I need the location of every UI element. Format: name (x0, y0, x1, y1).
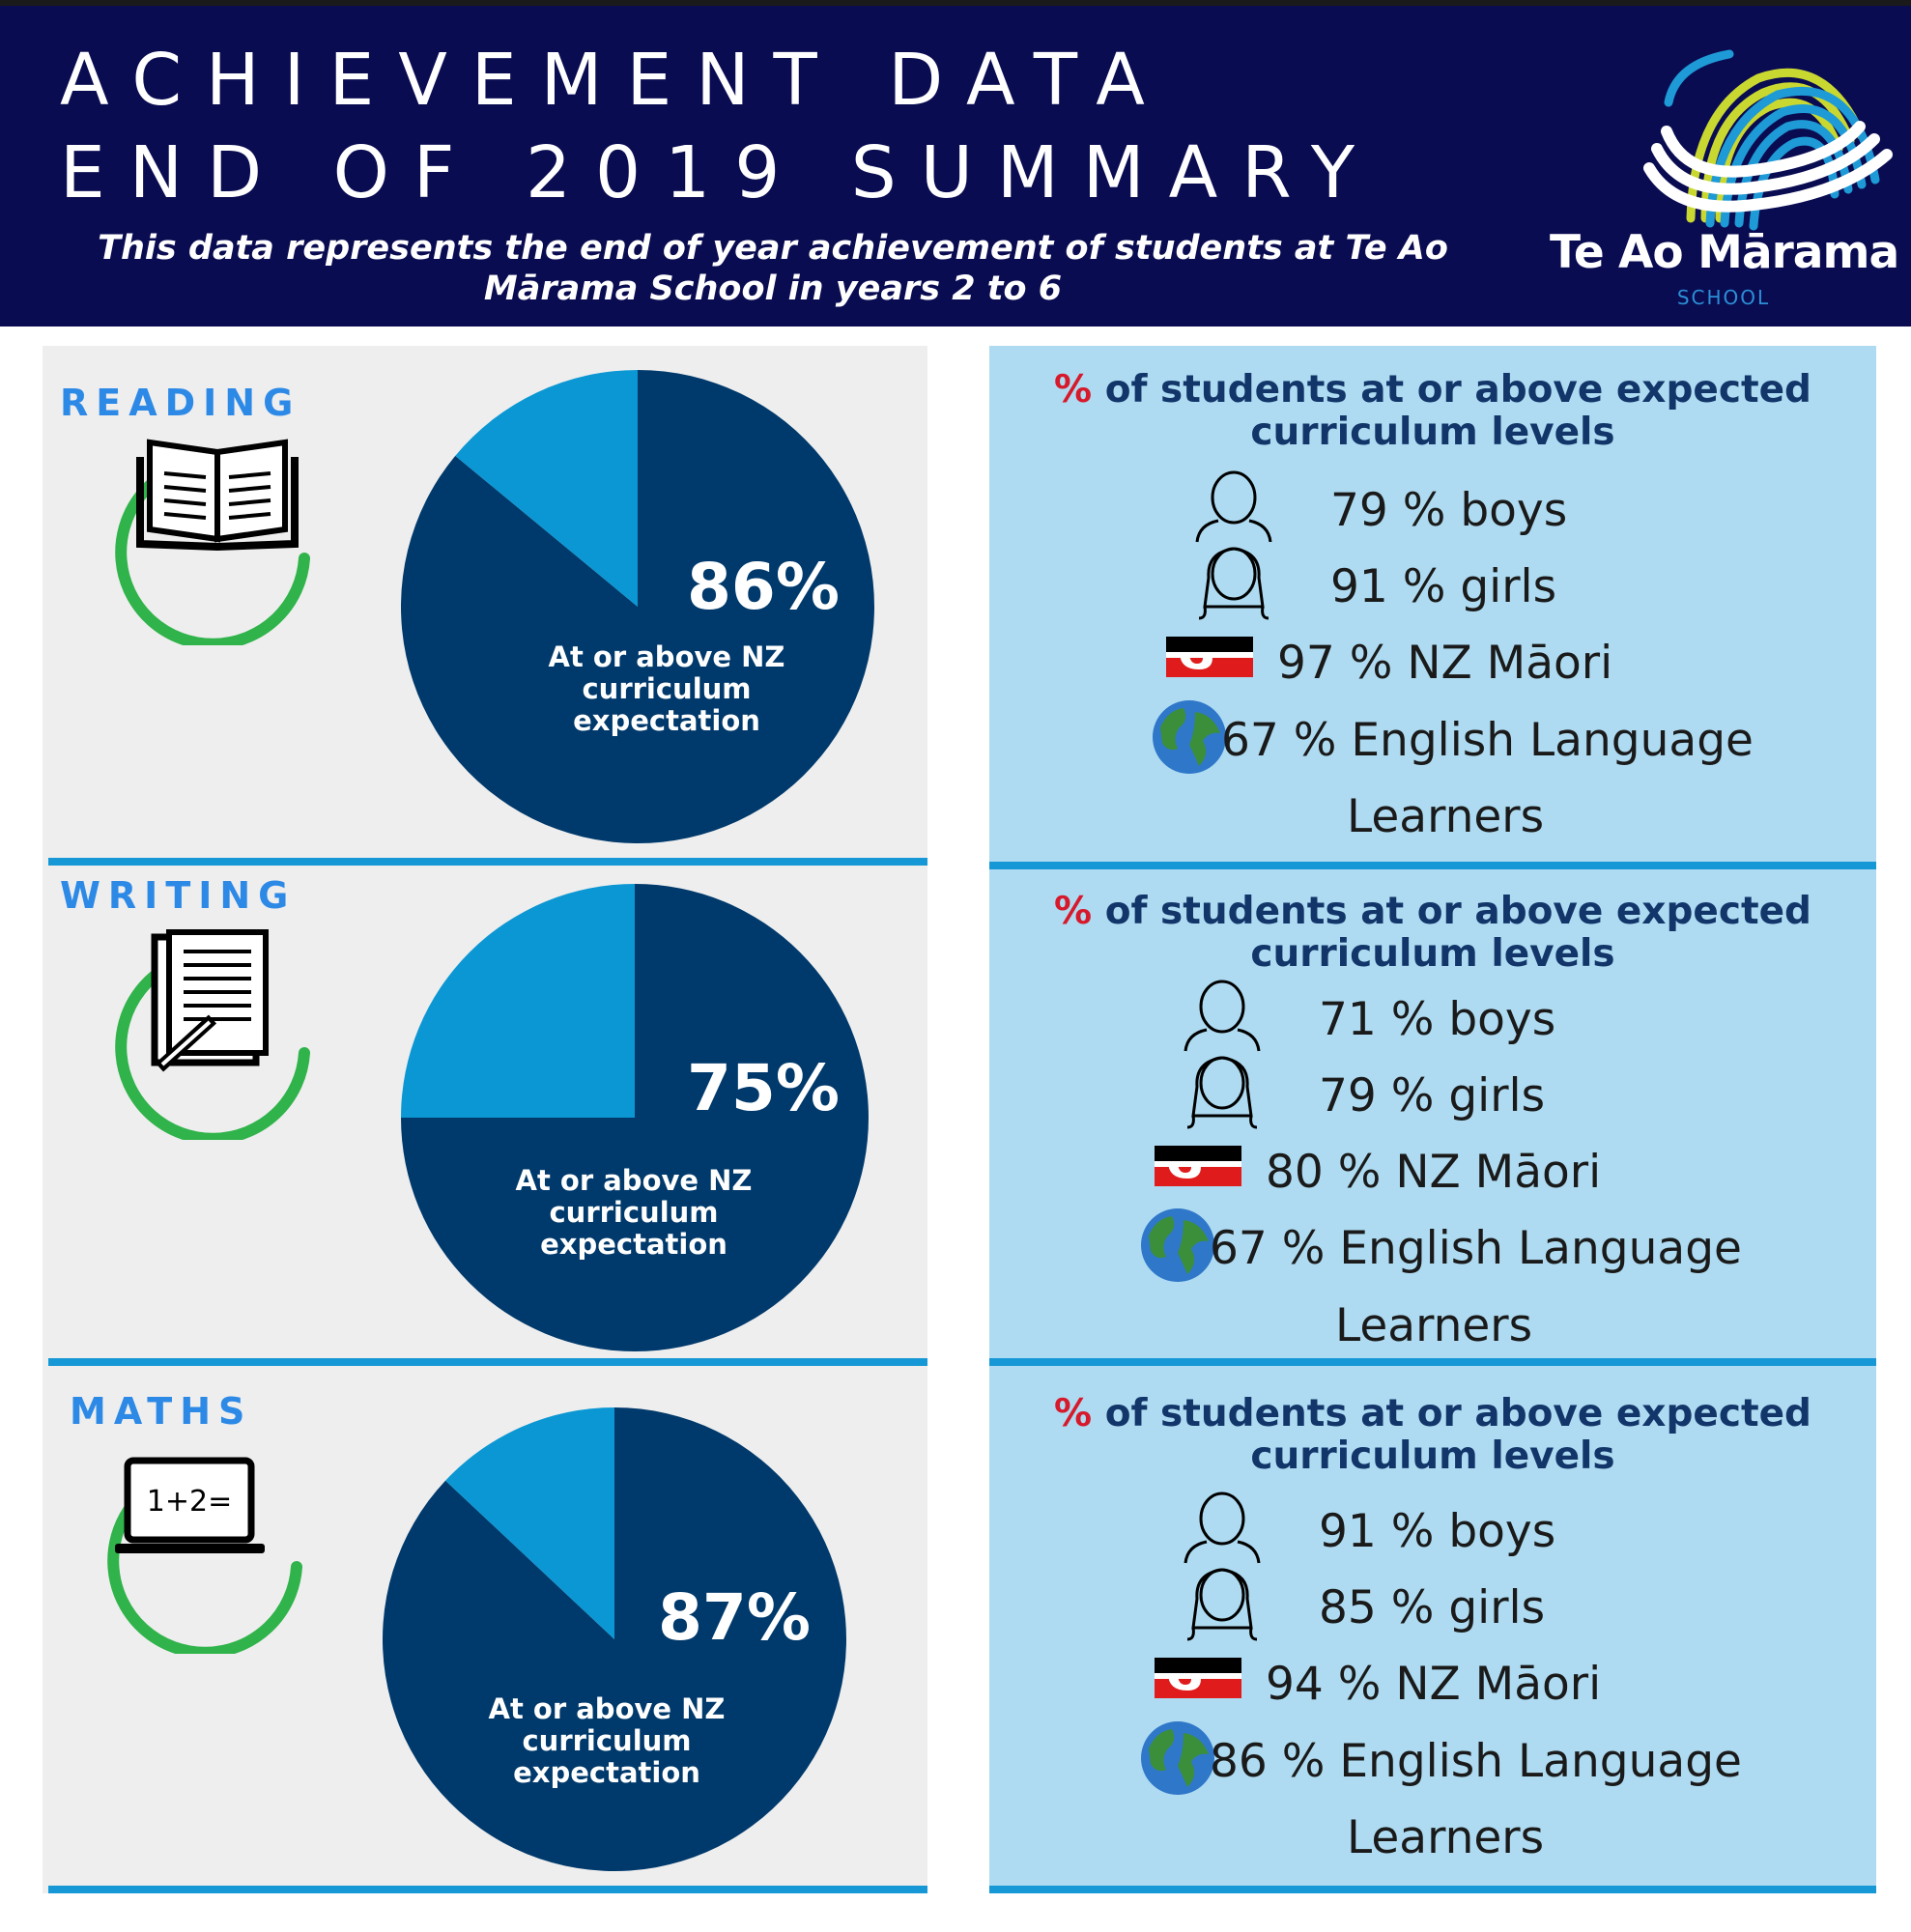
logo-name: Te Ao Mārama (1550, 226, 1899, 279)
percent-symbol: % (1054, 890, 1093, 933)
panel-divider (989, 862, 1876, 869)
open-book-icon (115, 439, 310, 645)
pie-slice-label: At or above NZ curriculum expectation (488, 1692, 726, 1789)
panel-divider (989, 1358, 1876, 1366)
breakdown-stat: 79 % girls (1319, 1069, 1546, 1122)
writing-pad-icon (151, 929, 269, 1072)
pie-value-label: 75% (687, 1051, 840, 1125)
pie-slice-label: At or above NZ curriculum expectation (515, 1164, 753, 1261)
globe-icon (1153, 700, 1226, 774)
tino-rangatiratanga-flag-icon (1155, 1146, 1241, 1186)
globe-icon (1141, 1208, 1214, 1282)
progress-ring (115, 951, 310, 1140)
breakdown-stat: 91 % girls (1330, 560, 1557, 613)
pie-chart (400, 370, 874, 843)
panel-divider (989, 1886, 1876, 1893)
breakdown-stat: 67 % English Language (1221, 714, 1754, 767)
pie-chart (401, 884, 869, 1351)
breakdown-panel-maths (989, 1366, 1876, 1893)
breakdown-stat: 85 % girls (1319, 1581, 1546, 1634)
pie-slice-below (401, 884, 635, 1118)
breakdown-stat-continued: Learners (1347, 1811, 1545, 1864)
breakdown-heading: % of students at or above expected curri… (989, 891, 1876, 976)
page-title-line-2: END OF 2019 SUMMARY (60, 131, 1380, 214)
subject-label: READING (60, 382, 301, 424)
panel-divider (48, 858, 927, 866)
subject-label: WRITING (60, 874, 297, 917)
panel-divider (48, 1886, 927, 1893)
breakdown-panel-writing (989, 869, 1876, 1366)
boy-icon (1195, 470, 1272, 543)
breakdown-stat: 97 % NZ Māori (1277, 637, 1613, 690)
breakdown-heading-text: of students at or above expected curricu… (1104, 368, 1811, 454)
breakdown-stat: 67 % English Language (1210, 1222, 1742, 1275)
girl-icon (1186, 1056, 1258, 1129)
breakdown-panel-reading (989, 346, 1876, 869)
breakdown-heading: % of students at or above expected curri… (989, 369, 1876, 454)
laptop-equation: 1+2= (147, 1485, 232, 1519)
tino-rangatiratanga-flag-icon (1155, 1658, 1241, 1698)
pie-slice-below (445, 1407, 614, 1639)
open-book-icon (136, 439, 299, 552)
school-logo-icon (1643, 49, 1893, 231)
pie-value-label: 87% (658, 1580, 811, 1655)
breakdown-heading: % of students at or above expected curri… (989, 1393, 1876, 1478)
page-title-line-1: ACHIEVEMENT DATA (60, 39, 1169, 122)
logo-subtitle: SCHOOL (1676, 286, 1771, 309)
girl-icon (1198, 547, 1269, 620)
pie-slice-label: At or above NZ curriculum expectation (548, 640, 785, 737)
pie-chart (382, 1407, 846, 1871)
breakdown-stat: 71 % boys (1319, 993, 1556, 1046)
header-banner: ACHIEVEMENT DATA END OF 2019 SUMMARY Thi… (0, 6, 1911, 327)
pie-slice-at-or-above (382, 1407, 846, 1871)
breakdown-stat: 79 % boys (1330, 484, 1568, 537)
pie-value-label: 86% (687, 550, 840, 624)
breakdown-stat-continued: Learners (1347, 790, 1545, 843)
breakdown-stat-continued: Learners (1335, 1299, 1533, 1352)
laptop-icon: 1+2= (107, 1457, 302, 1654)
breakdown-stat: 80 % NZ Māori (1266, 1146, 1602, 1199)
top-border (0, 0, 1911, 6)
breakdown-stat: 86 % English Language (1210, 1735, 1742, 1788)
breakdown-heading-text: of students at or above expected curricu… (1104, 1392, 1811, 1478)
breakdown-heading-text: of students at or above expected curricu… (1104, 890, 1811, 976)
page-subtitle: This data represents the end of year ach… (98, 229, 1448, 308)
boy-icon (1184, 980, 1261, 1052)
percent-symbol: % (1054, 368, 1093, 412)
writing-pad-icon (115, 929, 310, 1140)
globe-icon (1141, 1721, 1214, 1795)
girl-icon (1186, 1568, 1258, 1641)
boy-icon (1184, 1492, 1261, 1564)
panel-divider (48, 1358, 927, 1366)
pie-slice-below (455, 370, 638, 607)
breakdown-stat: 94 % NZ Māori (1266, 1658, 1602, 1711)
pie-slice-at-or-above (400, 370, 874, 843)
subject-label: MATHS (70, 1390, 253, 1433)
laptop-icon: 1+2= (115, 1457, 265, 1553)
percent-symbol: % (1054, 1392, 1093, 1435)
tino-rangatiratanga-flag-icon (1166, 637, 1253, 677)
breakdown-stat: 91 % boys (1319, 1505, 1556, 1558)
